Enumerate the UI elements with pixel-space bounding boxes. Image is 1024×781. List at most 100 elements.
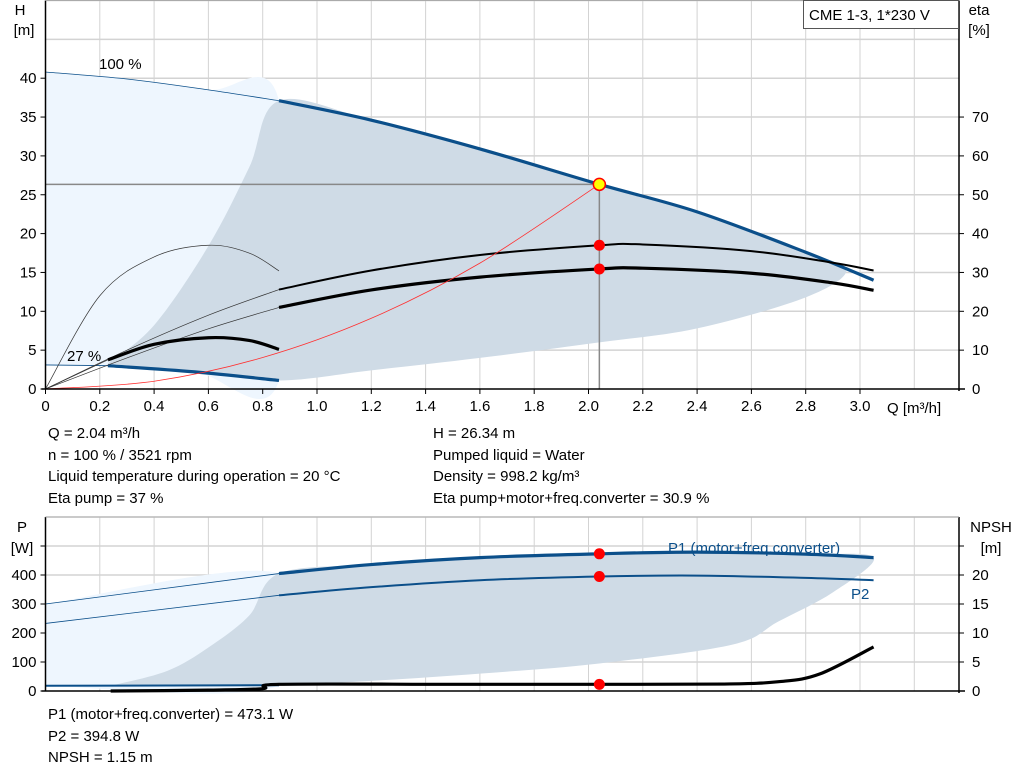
operating-point[interactable] <box>592 177 607 192</box>
top-curves <box>45 71 875 390</box>
y-axis-unit-h: [m] <box>14 22 35 39</box>
y2-axis-unit-npsh: [m] <box>981 540 1002 557</box>
curve-eta-4 <box>45 289 280 390</box>
bottom-curves <box>45 548 875 693</box>
speed-label-100: 100 % <box>99 56 142 73</box>
y-tick-label: 5 <box>28 342 36 359</box>
y-tick-label: 35 <box>20 109 37 126</box>
y2-tick-label: 15 <box>972 596 989 613</box>
marker-dot <box>593 263 605 275</box>
info-top-left: Q = 2.04 m³/h n = 100 % / 3521 rpm Liqui… <box>48 423 340 509</box>
marker-dot <box>593 571 605 583</box>
curve-eta-5 <box>278 242 874 291</box>
curve-h-0 <box>45 71 280 102</box>
y-tick-label: 15 <box>20 264 37 281</box>
y2-tick-label: 70 <box>972 109 989 126</box>
y-tick-label: 100 <box>11 654 36 671</box>
y2-tick-label: 5 <box>972 654 980 671</box>
x-tick-label: 2.8 <box>795 398 816 415</box>
y-tick-label: 30 <box>20 148 37 165</box>
x-tick-label: 0.2 <box>89 398 110 415</box>
y2-tick-label: 0 <box>972 381 980 398</box>
y-axis-unit-p: [W] <box>11 540 34 557</box>
curve-p-4 <box>45 684 279 687</box>
info-liquid-temperature: Liquid temperature during operation = 20… <box>48 468 341 485</box>
x-tick-label: 2.2 <box>632 398 653 415</box>
x-tick-label: 0.4 <box>144 398 165 415</box>
bottom-axes: 0 100 200 300 400 0 5 10 15 20 <box>11 516 989 700</box>
y2-tick-label: 40 <box>972 226 989 243</box>
legend-box <box>803 0 959 29</box>
y2-tick-label: 50 <box>972 187 989 204</box>
x-tick-label: 0.8 <box>252 398 273 415</box>
curve-eta-6 <box>45 307 280 390</box>
marker-dot <box>593 239 605 251</box>
y2-tick-label: 10 <box>972 342 989 359</box>
y2-tick-label: 20 <box>972 303 989 320</box>
info-top-right: H = 26.34 m Pumped liquid = Water Densit… <box>433 423 709 509</box>
info-npsh: NPSH = 1.15 m <box>48 749 153 766</box>
info-pumped-liquid: Pumped liquid = Water <box>433 446 585 464</box>
top-regions <box>45 71 847 400</box>
curve-h-3 <box>107 364 280 383</box>
info-p2: P2 = 394.8 W <box>48 727 140 745</box>
y2-tick-label: 60 <box>972 148 989 165</box>
region-dark <box>107 98 847 381</box>
y2-tick-label: 20 <box>972 567 989 584</box>
x-tick-label: 1.0 <box>307 398 328 415</box>
x-tick-label: 1.2 <box>361 398 382 415</box>
curve-eta-8 <box>45 244 280 390</box>
y2-axis-label-eta: eta <box>969 2 991 19</box>
curve-h-11 <box>45 184 600 390</box>
curve-h-2 <box>45 364 108 367</box>
info-eta-pump: Eta pump = 37 % <box>48 489 164 507</box>
y-tick-label: 20 <box>20 226 37 243</box>
info-bottom: P1 (motor+freq.converter) = 473.1 W P2 =… <box>48 704 293 769</box>
y-tick-label: 0 <box>28 381 36 398</box>
marker-dot <box>593 548 605 560</box>
x-tick-label: 1.6 <box>469 398 490 415</box>
bottom-regions <box>45 552 875 694</box>
curve-eta-9 <box>45 359 109 390</box>
x-tick-label: 0 <box>41 398 49 415</box>
marker-dot <box>593 678 605 690</box>
x-tick-label: 0.6 <box>198 398 219 415</box>
x-tick-label: 2.6 <box>741 398 762 415</box>
info-flow: Q = 2.04 m³/h <box>48 425 141 442</box>
x-tick-label: 1.8 <box>524 398 545 415</box>
top-axes: 0 0.2 0.4 0.6 0.8 1.0 1.2 1.4 1.6 1.8 2.0 2.2 2.4 2.6… <box>20 0 989 415</box>
y2-tick-label: 10 <box>972 625 989 642</box>
series-label-p1: P1 (motor+freq.converter) <box>668 540 840 557</box>
y-tick-label: 40 <box>20 70 37 87</box>
info-head: H = 26.34 m <box>433 425 516 442</box>
info-p1: P1 (motor+freq.converter) = 473.1 W <box>48 706 294 723</box>
y-tick-label: 400 <box>11 567 36 584</box>
y-axis-label-p: P <box>17 519 27 536</box>
curve-npsh-5 <box>110 645 875 693</box>
info-eta-total: Eta pump+motor+freq.converter = 30.9 % <box>433 489 710 507</box>
y2-tick-label: 30 <box>972 264 989 281</box>
y2-tick-label: 0 <box>972 683 980 700</box>
x-tick-label: 1.4 <box>415 398 436 415</box>
curve-p-0 <box>45 573 280 605</box>
series-label-p2: P2 <box>851 586 869 603</box>
y-tick-label: 0 <box>28 683 36 700</box>
y2-axis-label-npsh: NPSH <box>970 519 1012 536</box>
info-speed: n = 100 % / 3521 rpm <box>48 446 192 464</box>
chart-title: CME 1-3, 1*230 V <box>809 7 930 24</box>
x-axis-label: Q [m³/h] <box>887 400 941 417</box>
curve-p-2 <box>45 594 280 624</box>
x-tick-label: 2.0 <box>578 398 599 415</box>
x-tick-label: 2.4 <box>687 398 708 415</box>
speed-label-27: 27 % <box>67 348 101 365</box>
curve-eta-7 <box>278 266 874 309</box>
y-tick-label: 25 <box>20 187 37 204</box>
y-tick-label: 10 <box>20 303 37 320</box>
region-dark <box>113 552 875 686</box>
y-tick-label: 200 <box>11 625 36 642</box>
curve-eta-10 <box>107 335 280 362</box>
y2-axis-unit-eta: [%] <box>968 22 990 39</box>
info-density: Density = 998.2 kg/m³ <box>433 468 580 485</box>
y-tick-label: 300 <box>11 596 36 613</box>
